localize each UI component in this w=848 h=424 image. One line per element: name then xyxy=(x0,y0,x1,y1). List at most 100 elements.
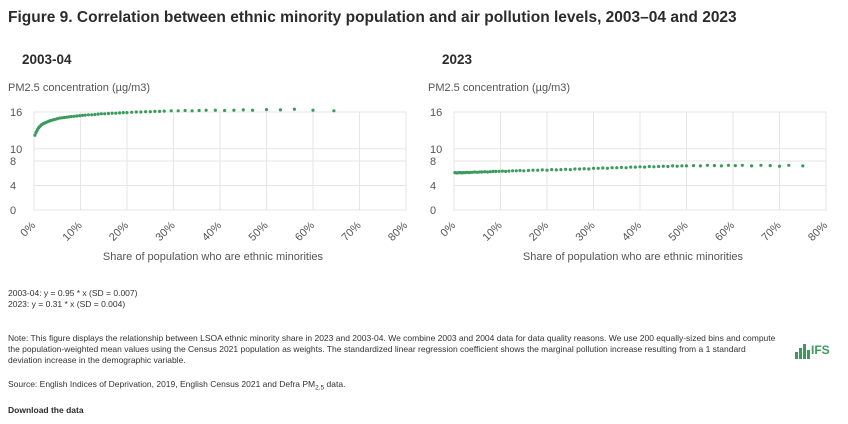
y-tick-label: 0 xyxy=(430,205,436,217)
data-point xyxy=(241,108,245,112)
data-point xyxy=(661,164,665,168)
data-point xyxy=(801,164,805,168)
data-point xyxy=(559,168,563,172)
data-point xyxy=(610,166,614,170)
y-tick-label: 4 xyxy=(10,181,16,193)
data-point xyxy=(522,169,526,173)
y-tick-label: 0 xyxy=(10,205,16,217)
data-point xyxy=(615,166,619,170)
data-point xyxy=(514,169,518,173)
data-point xyxy=(605,166,609,170)
data-point xyxy=(292,107,296,111)
data-point xyxy=(554,168,558,172)
y-tick-label: 8 xyxy=(430,156,436,168)
data-point xyxy=(540,168,544,172)
x-tick-label: 30% xyxy=(574,219,598,243)
data-point xyxy=(332,109,336,113)
data-point xyxy=(190,109,194,113)
data-point xyxy=(587,167,591,171)
x-tick-label: 0% xyxy=(18,219,38,239)
data-point xyxy=(80,113,84,117)
data-point xyxy=(169,109,173,113)
data-point xyxy=(643,165,647,169)
data-point xyxy=(507,169,511,173)
data-point xyxy=(691,164,696,168)
figure-source: Source: English Indices of Deprivation, … xyxy=(8,379,345,392)
data-point xyxy=(712,164,716,168)
figure-title: Figure 9. Correlation between ethnic min… xyxy=(8,9,737,26)
logo-bar-icon xyxy=(799,348,802,359)
y-tick-label: 8 xyxy=(10,156,16,168)
data-point xyxy=(705,163,709,167)
regression-equations: 2003-04: y = 0.95 * x (SD = 0.007) 2023:… xyxy=(8,288,137,310)
source-text: Source: English Indices of Deprivation, … xyxy=(8,379,316,389)
data-point xyxy=(768,164,772,168)
data-point xyxy=(740,163,744,167)
data-point xyxy=(153,109,157,113)
data-point xyxy=(251,108,255,112)
data-point xyxy=(485,170,490,174)
data-point xyxy=(518,168,522,173)
data-point xyxy=(591,166,596,170)
data-point xyxy=(497,169,501,173)
data-point xyxy=(121,111,125,115)
data-point xyxy=(75,114,79,118)
chart-panel-2003-04: 2003-04 PM2.5 concentration (µg/m3) 0% 10… xyxy=(8,48,418,278)
data-point xyxy=(787,163,791,167)
data-point xyxy=(83,113,87,117)
data-point xyxy=(278,108,282,112)
data-point xyxy=(526,168,530,173)
data-point xyxy=(582,167,586,171)
y-tick-label: 16 xyxy=(430,107,442,119)
scatter-plot-2023: 0% 10% 20% 30% 40% 50% 60% 70% 80% 0 4 810 16 xyxy=(430,107,830,244)
data-point xyxy=(197,108,201,113)
x-tick-label: 20% xyxy=(107,219,131,243)
data-point xyxy=(213,108,217,112)
x-tick-label: 60% xyxy=(713,219,737,243)
data-point xyxy=(657,164,661,169)
data-point xyxy=(64,115,69,119)
data-point xyxy=(162,109,166,113)
data-point xyxy=(578,167,582,171)
logo-bar-icon xyxy=(795,352,798,359)
data-point xyxy=(638,165,642,169)
data-point xyxy=(148,110,152,114)
x-tick-label: 20% xyxy=(527,219,551,243)
download-data-link[interactable]: Download the data xyxy=(8,405,84,415)
x-tick-label: 60% xyxy=(293,219,317,243)
x-tick-label: 70% xyxy=(340,219,364,243)
logo-text: IFS xyxy=(811,343,830,357)
data-point xyxy=(573,167,577,171)
scatter-plot-2003-04: 0% 10% 20% 30% 40% 50% 60% 70% 80% 0 4 810 16 xyxy=(10,107,410,244)
x-axis-label: Share of population who are ethnic minor… xyxy=(102,251,324,263)
x-axis-label: Share of population who are ethnic minor… xyxy=(522,251,744,263)
data-point xyxy=(264,108,269,112)
data-point xyxy=(99,112,103,116)
data-point xyxy=(204,108,208,112)
x-tick-label: 0% xyxy=(438,219,458,239)
data-point xyxy=(494,169,498,173)
data-point xyxy=(478,170,482,174)
data-point xyxy=(130,110,134,114)
data-point xyxy=(601,166,605,170)
data-point xyxy=(139,110,143,114)
y-axis-label: PM2.5 concentration (µg/m3) xyxy=(428,82,571,94)
data-point xyxy=(733,164,737,168)
x-tick-label: 40% xyxy=(620,219,644,243)
data-point xyxy=(568,168,572,172)
equation-2003-04: 2003-04: y = 0.95 * x (SD = 0.007) xyxy=(8,288,138,298)
data-point xyxy=(223,108,227,113)
data-point xyxy=(550,168,554,172)
data-point xyxy=(311,108,315,112)
data-point xyxy=(96,112,100,116)
data-point xyxy=(504,169,508,173)
data-point xyxy=(545,168,549,172)
data-point xyxy=(33,133,37,137)
data-point xyxy=(72,114,76,118)
data-point xyxy=(134,110,138,114)
data-point xyxy=(619,165,623,169)
data-point xyxy=(232,108,236,112)
data-point xyxy=(511,169,515,173)
data-point xyxy=(118,111,122,115)
data-point xyxy=(596,166,600,170)
